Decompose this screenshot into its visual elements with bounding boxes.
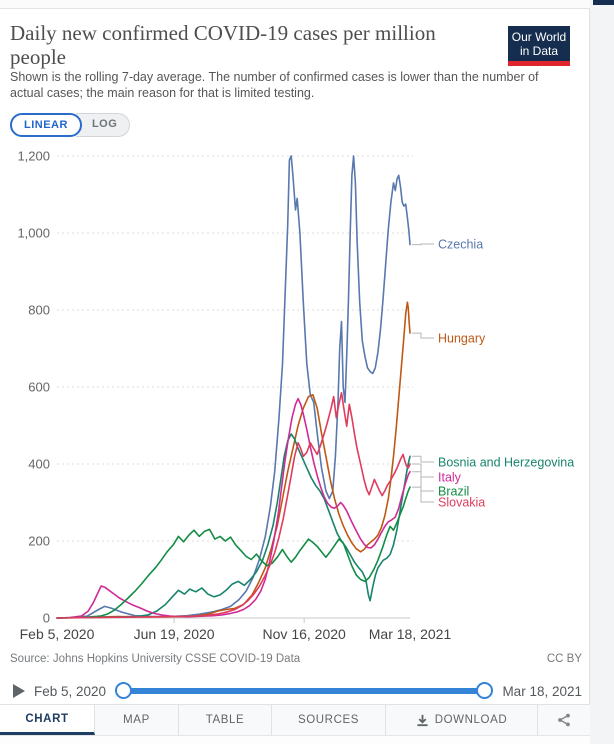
- chart-card: Daily new confirmed COVID-19 cases per m…: [0, 8, 590, 744]
- timeline-slider[interactable]: [114, 680, 494, 702]
- tab-bar: CHART MAP TABLE SOURCES DOWNLOAD: [0, 704, 590, 735]
- slider-start-handle[interactable]: [115, 682, 133, 699]
- license-link[interactable]: CC BY: [546, 653, 582, 665]
- source-text: Source: Johns Hopkins University CSSE CO…: [10, 653, 301, 665]
- page-title: Daily new confirmed COVID-19 cases per m…: [10, 21, 436, 69]
- y-axis-tick-label: 0: [43, 611, 50, 626]
- y-axis-tick-label: 1,200: [17, 149, 50, 164]
- tab-table[interactable]: TABLE: [179, 705, 272, 735]
- slider-track[interactable]: [122, 688, 487, 694]
- tab-download[interactable]: DOWNLOAD: [386, 705, 538, 735]
- source-row: Source: Johns Hopkins University CSSE CO…: [10, 653, 582, 665]
- owid-logo-red-bar: [508, 61, 570, 66]
- label-connector-slovakia: [412, 463, 434, 503]
- log-scale-button[interactable]: LOG: [75, 113, 131, 137]
- label-connector-brazil: [412, 486, 434, 492]
- x-axis-tick-label: Jun 19, 2020: [134, 626, 215, 642]
- y-axis-tick-label: 1,000: [17, 226, 50, 241]
- label-connector-bosnia-and-herzegovina: [412, 455, 434, 463]
- tab-share[interactable]: [538, 705, 590, 735]
- site-header-fragment: [593, 0, 614, 5]
- label-connector-czechia: [412, 243, 434, 246]
- page-top-strip: [0, 0, 590, 8]
- label-connector-hungary: [412, 332, 434, 339]
- series-line-brazil: [56, 486, 411, 619]
- play-button[interactable]: [12, 683, 26, 699]
- slider-end-handle[interactable]: [476, 682, 494, 699]
- timeline: Feb 5, 2020 Mar 18, 2021: [0, 677, 590, 705]
- series-label-brazil: Brazil: [438, 485, 469, 499]
- series-label-italy: Italy: [438, 471, 462, 485]
- share-icon: [558, 713, 570, 727]
- series-line-slovakia: [56, 392, 411, 619]
- owid-logo[interactable]: Our World in Data: [508, 26, 570, 66]
- scale-toggle: LINEAR LOG: [10, 113, 131, 137]
- timeline-start-date: Feb 5, 2020: [34, 683, 107, 699]
- series-label-czechia: Czechia: [438, 238, 483, 252]
- x-axis-tick-label: Nov 16, 2020: [263, 626, 346, 642]
- play-icon: [13, 684, 25, 698]
- owid-logo-text: Our World in Data: [508, 26, 570, 61]
- y-axis-tick-label: 200: [28, 534, 50, 549]
- series-line-bosnia-and-herzegovina: [56, 433, 411, 619]
- y-axis-tick-label: 400: [28, 457, 50, 472]
- series-label-bosnia-and-herzegovina: Bosnia and Herzegovina: [438, 456, 574, 470]
- y-axis-tick-label: 600: [28, 380, 50, 395]
- timeline-end-date: Mar 18, 2021: [502, 683, 582, 699]
- series-line-italy: [56, 397, 411, 619]
- chart-subtitle: Shown is the rolling 7-day average. The …: [10, 70, 539, 100]
- tab-chart[interactable]: CHART: [0, 705, 95, 735]
- x-axis-tick-label: Mar 18, 2021: [369, 626, 452, 642]
- download-icon: [417, 714, 428, 726]
- card-bottom-strip: [0, 735, 590, 744]
- series-line-hungary: [56, 301, 411, 619]
- series-label-hungary: Hungary: [438, 332, 486, 346]
- covid-line-chart: 0 200 400 600 800 1,000 1,200 Feb 5, 2020 Jun 19…: [17, 149, 574, 643]
- x-axis-tick-label: Feb 5, 2020: [20, 626, 95, 642]
- series-label-slovakia: Slovakia: [438, 496, 485, 510]
- y-axis-tick-label: 800: [28, 303, 50, 318]
- linear-scale-button[interactable]: LINEAR: [10, 113, 82, 137]
- tab-sources[interactable]: SOURCES: [272, 705, 386, 735]
- label-connector-italy: [412, 471, 434, 478]
- tab-map[interactable]: MAP: [95, 705, 179, 735]
